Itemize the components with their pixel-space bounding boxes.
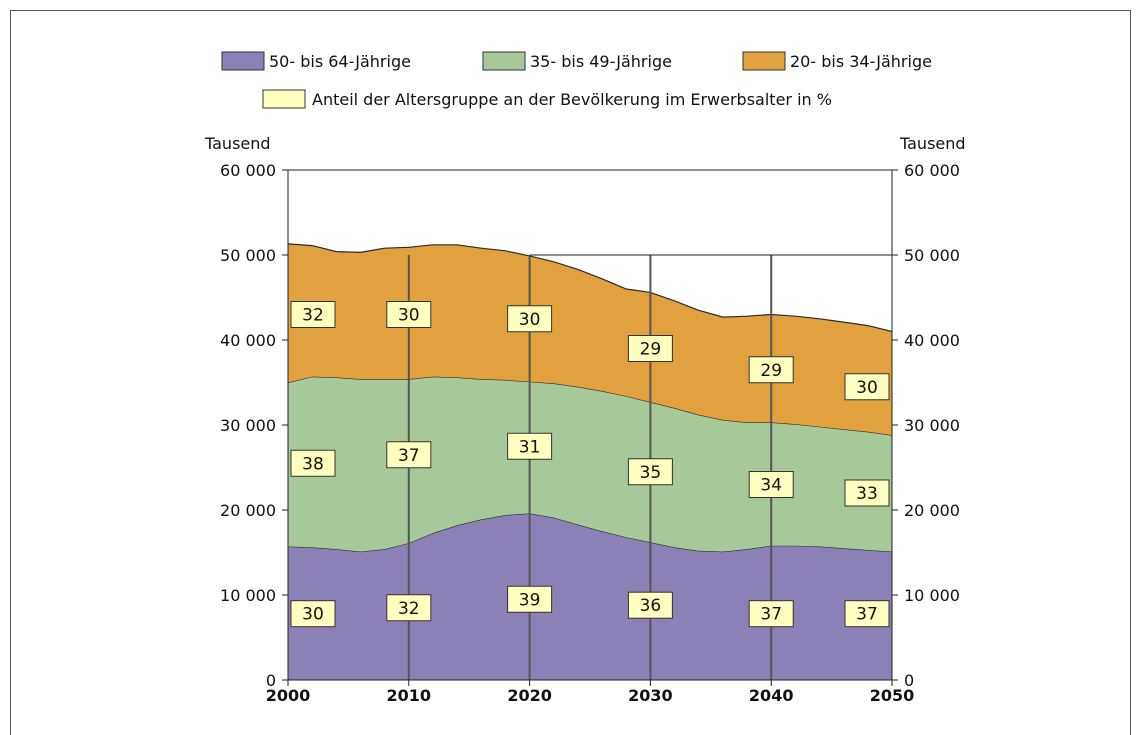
x-tick-label: 2010 — [387, 686, 432, 705]
share-label-value: 37 — [856, 605, 878, 625]
share-label: 35 — [627, 458, 673, 486]
share-label-box — [386, 594, 432, 622]
y-tick-label-right: 0 — [904, 671, 914, 690]
share-label-box — [627, 335, 673, 362]
share-label-box — [844, 373, 890, 401]
share-label-value: 32 — [398, 599, 420, 619]
y-tick-label-right: 60 000 — [904, 161, 960, 180]
area-35-49 — [288, 376, 892, 552]
share-label: 30 — [386, 301, 432, 328]
legend-swatch-50-64 — [221, 51, 265, 71]
x-tick-label: 2040 — [749, 686, 794, 705]
share-label-layer: 32 30 30 29 29 30 38 37 31 35 34 33 30 32 39 36 37 37 — [290, 301, 890, 628]
share-label: 37 — [748, 600, 794, 628]
share-label: 29 — [627, 335, 673, 362]
y-tick-label-left: 40 000 — [220, 331, 276, 350]
share-label: 34 — [748, 471, 794, 498]
share-label: 38 — [290, 449, 336, 477]
share-label-value: 37 — [760, 605, 782, 625]
area-layer — [287, 243, 893, 680]
y-unit-right: Tausend — [899, 134, 966, 153]
share-label-value: 29 — [760, 361, 782, 381]
share-label-box — [627, 458, 673, 486]
x-tick-label: 2030 — [628, 686, 673, 705]
share-label: 30 — [844, 373, 890, 401]
x-tick-label: 2020 — [507, 686, 552, 705]
share-label-box — [844, 600, 890, 628]
share-label-box — [386, 301, 432, 328]
share-label: 37 — [386, 441, 432, 469]
y-tick-label-left: 50 000 — [220, 246, 276, 265]
share-label: 39 — [507, 585, 553, 613]
share-label-box — [507, 432, 553, 460]
share-label-value: 31 — [519, 437, 541, 457]
share-label-value: 30 — [519, 310, 541, 330]
share-label-box — [507, 585, 553, 613]
y-tick-label-left: 0 — [266, 671, 276, 690]
share-label-box — [386, 441, 432, 469]
y-tick-label-right: 50 000 — [904, 246, 960, 265]
share-label-value: 39 — [519, 590, 541, 610]
share-label: 30 — [507, 305, 553, 333]
share-label-value: 36 — [640, 596, 662, 616]
share-label-box — [290, 449, 336, 477]
y-tick-label-left: 60 000 — [220, 161, 276, 180]
share-label-box — [290, 600, 336, 628]
share-label-box — [748, 356, 794, 384]
legend: 50- bis 64-Jährige 35- bis 49-Jährige 20… — [221, 51, 932, 109]
legend-label-35-49: 35- bis 49-Jährige — [530, 52, 672, 71]
y-tick-label-right: 10 000 — [904, 586, 960, 605]
share-label: 31 — [507, 432, 553, 460]
legend-swatch-35-49 — [482, 51, 526, 71]
share-label-value: 30 — [398, 306, 420, 326]
legend-label-share: Anteil der Altersgruppe an der Bevölkeru… — [312, 90, 832, 109]
share-label-value: 33 — [856, 484, 878, 504]
y-tick-label-right: 30 000 — [904, 416, 960, 435]
area-20-34 — [288, 243, 892, 436]
share-label-box — [627, 591, 673, 619]
share-label: 32 — [290, 301, 336, 328]
share-label-box — [290, 301, 336, 328]
y-tick-label-left: 10 000 — [220, 586, 276, 605]
x-tick-label: 2050 — [870, 686, 915, 705]
share-label: 37 — [844, 600, 890, 628]
share-label: 29 — [748, 356, 794, 384]
share-label-value: 38 — [302, 454, 324, 474]
y-tick-label-right: 40 000 — [904, 331, 960, 350]
axis-layer: 0 0 10 000 10 000 20 000 20 000 30 000 30 000 40… — [220, 161, 960, 705]
legend-label-20-34: 20- bis 34-Jährige — [790, 52, 932, 71]
y-unit-left: Tausend — [204, 134, 271, 153]
share-label: 36 — [627, 591, 673, 619]
share-label-value: 35 — [640, 463, 662, 483]
share-label-value: 32 — [302, 306, 324, 326]
share-label-value: 37 — [398, 446, 420, 466]
y-tick-label-left: 30 000 — [220, 416, 276, 435]
share-label-box — [844, 479, 890, 507]
y-tick-label-left: 20 000 — [220, 501, 276, 520]
area-20-34-edge — [287, 243, 893, 333]
share-label-value: 30 — [302, 605, 324, 625]
share-label-box — [748, 600, 794, 628]
legend-swatch-20-34 — [742, 51, 786, 71]
share-label: 33 — [844, 479, 890, 507]
legend-label-50-64: 50- bis 64-Jährige — [269, 52, 411, 71]
share-label-value: 30 — [856, 378, 878, 398]
share-label: 30 — [290, 600, 336, 628]
share-label-box — [507, 305, 553, 333]
share-label: 32 — [386, 594, 432, 622]
x-tick-label: 2000 — [266, 686, 311, 705]
share-label-value: 34 — [760, 476, 782, 496]
legend-swatch-share — [262, 89, 306, 109]
share-label-value: 29 — [640, 340, 662, 360]
share-label-box — [748, 471, 794, 498]
y-tick-label-right: 20 000 — [904, 501, 960, 520]
area-50-64 — [288, 513, 892, 680]
chart-frame — [10, 10, 1131, 735]
